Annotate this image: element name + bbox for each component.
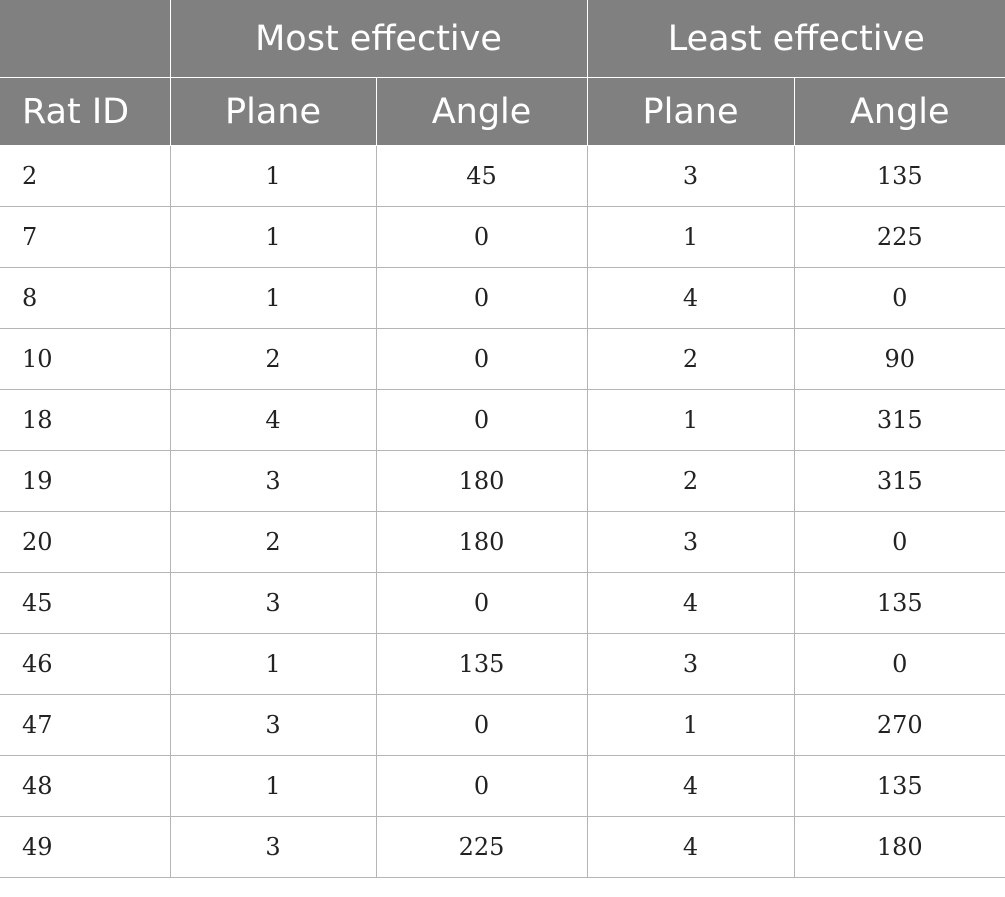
cell-most-angle: 180 xyxy=(375,450,588,512)
cell-least-angle: 0 xyxy=(793,633,1005,695)
cell-rat-id: 18 xyxy=(0,389,171,451)
cell-rat-id: 7 xyxy=(0,206,171,268)
cell-most-angle: 0 xyxy=(375,755,588,817)
cell-most-angle: 0 xyxy=(375,328,588,390)
cell-most-angle: 45 xyxy=(375,145,588,207)
cell-most-plane: 3 xyxy=(169,450,377,512)
table-row: 48 1 0 4 135 xyxy=(0,755,1005,817)
table-row: 47 3 0 1 270 xyxy=(0,694,1005,756)
column-header-most-angle: Angle xyxy=(375,77,588,146)
cell-most-plane: 4 xyxy=(169,389,377,451)
cell-least-angle: 0 xyxy=(793,267,1005,329)
cell-least-plane: 2 xyxy=(586,450,795,512)
cell-rat-id: 49 xyxy=(0,816,171,878)
column-header-rat-id: Rat ID xyxy=(0,77,171,146)
table-row: 45 3 0 4 135 xyxy=(0,572,1005,634)
column-header-most-plane: Plane xyxy=(169,77,377,146)
table-row: 49 3 225 4 180 xyxy=(0,816,1005,878)
cell-least-plane: 4 xyxy=(586,267,795,329)
cell-most-angle: 135 xyxy=(375,633,588,695)
cell-most-plane: 1 xyxy=(169,267,377,329)
cell-least-angle: 135 xyxy=(793,755,1005,817)
cell-most-plane: 1 xyxy=(169,633,377,695)
cell-most-angle: 0 xyxy=(375,206,588,268)
cell-least-angle: 225 xyxy=(793,206,1005,268)
cell-rat-id: 19 xyxy=(0,450,171,512)
cell-most-angle: 180 xyxy=(375,511,588,573)
cell-rat-id: 10 xyxy=(0,328,171,390)
cell-most-angle: 0 xyxy=(375,389,588,451)
table-row: 18 4 0 1 315 xyxy=(0,389,1005,451)
cell-least-plane: 1 xyxy=(586,694,795,756)
cell-least-plane: 1 xyxy=(586,206,795,268)
cell-least-plane: 3 xyxy=(586,633,795,695)
cell-least-plane: 3 xyxy=(586,511,795,573)
group-header-least-effective: Least effective xyxy=(586,0,1005,78)
cell-most-plane: 3 xyxy=(169,572,377,634)
table-row: 7 1 0 1 225 xyxy=(0,206,1005,268)
table-row: 2 1 45 3 135 xyxy=(0,145,1005,207)
data-table: Most effective Least effective Rat ID Pl… xyxy=(0,0,1005,878)
cell-least-plane: 2 xyxy=(586,328,795,390)
cell-most-angle: 0 xyxy=(375,267,588,329)
column-header-least-plane: Plane xyxy=(586,77,795,146)
cell-least-angle: 0 xyxy=(793,511,1005,573)
table-header: Most effective Least effective Rat ID Pl… xyxy=(0,0,1005,146)
cell-least-angle: 135 xyxy=(793,145,1005,207)
column-header-least-angle: Angle xyxy=(793,77,1005,146)
cell-rat-id: 8 xyxy=(0,267,171,329)
cell-least-angle: 135 xyxy=(793,572,1005,634)
cell-rat-id: 2 xyxy=(0,145,171,207)
table-row: 20 2 180 3 0 xyxy=(0,511,1005,573)
cell-rat-id: 47 xyxy=(0,694,171,756)
cell-most-plane: 1 xyxy=(169,755,377,817)
cell-most-angle: 0 xyxy=(375,572,588,634)
cell-least-plane: 1 xyxy=(586,389,795,451)
cell-most-plane: 2 xyxy=(169,511,377,573)
cell-least-plane: 4 xyxy=(586,755,795,817)
group-header-most-effective: Most effective xyxy=(169,0,588,78)
cell-least-plane: 3 xyxy=(586,145,795,207)
cell-least-angle: 90 xyxy=(793,328,1005,390)
cell-most-plane: 2 xyxy=(169,328,377,390)
table-row: 10 2 0 2 90 xyxy=(0,328,1005,390)
cell-least-plane: 4 xyxy=(586,816,795,878)
cell-most-plane: 1 xyxy=(169,145,377,207)
table-row: 46 1 135 3 0 xyxy=(0,633,1005,695)
cell-least-angle: 315 xyxy=(793,389,1005,451)
table-row: 19 3 180 2 315 xyxy=(0,450,1005,512)
cell-most-plane: 3 xyxy=(169,816,377,878)
cell-least-angle: 180 xyxy=(793,816,1005,878)
cell-rat-id: 20 xyxy=(0,511,171,573)
cell-rat-id: 48 xyxy=(0,755,171,817)
group-header-row: Most effective Least effective xyxy=(0,0,1005,78)
cell-most-angle: 0 xyxy=(375,694,588,756)
cell-most-plane: 1 xyxy=(169,206,377,268)
cell-most-plane: 3 xyxy=(169,694,377,756)
cell-least-plane: 4 xyxy=(586,572,795,634)
cell-rat-id: 45 xyxy=(0,572,171,634)
cell-least-angle: 270 xyxy=(793,694,1005,756)
cell-most-angle: 225 xyxy=(375,816,588,878)
column-header-row: Rat ID Plane Angle Plane Angle xyxy=(0,77,1005,146)
cell-least-angle: 315 xyxy=(793,450,1005,512)
cell-rat-id: 46 xyxy=(0,633,171,695)
group-header-empty xyxy=(0,0,171,78)
table-body: 2 1 45 3 135 7 1 0 1 225 8 1 0 4 0 10 2 0 2 90 18 4 0 1 315 19 3 18… xyxy=(0,145,1005,878)
